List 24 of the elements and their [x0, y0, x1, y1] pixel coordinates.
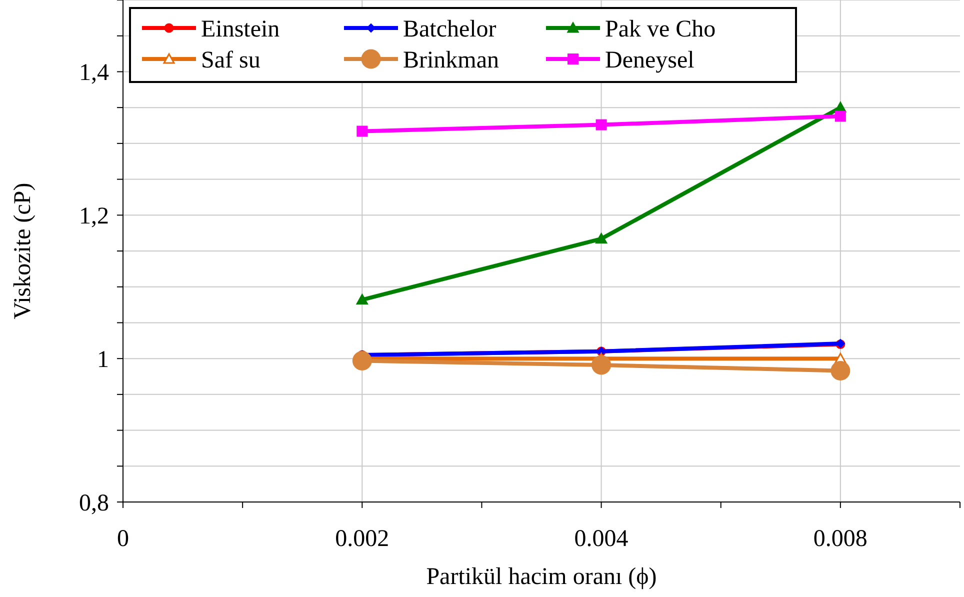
point	[352, 350, 372, 370]
point	[834, 110, 846, 122]
y-tick-label: 1,2	[79, 204, 109, 230]
point	[592, 355, 612, 375]
legend-label: Deneysel	[605, 47, 695, 74]
legend-label: Saf su	[201, 47, 260, 74]
point	[356, 294, 368, 305]
x-axis-title: Partikül hacim oranı (ϕ)	[426, 564, 657, 590]
point	[830, 361, 850, 381]
x-tick-label: 0.008	[813, 526, 868, 552]
x-tick-label: 0.004	[574, 526, 628, 552]
legend-label: Pak ve Cho	[605, 16, 716, 42]
legend-label: Einstein	[201, 16, 280, 42]
x-tick-label: 0.002	[335, 526, 390, 552]
y-axis-title: Viskozite (cP)	[10, 182, 36, 320]
x-tick-label: 0	[117, 526, 129, 552]
y-tick-label: 0,8	[79, 490, 109, 516]
y-tick-label: 1	[97, 346, 109, 373]
point	[596, 119, 607, 130]
legend-label: Brinkman	[403, 47, 499, 74]
point	[596, 233, 608, 244]
legend-label: Batchelor	[403, 16, 496, 42]
y-tick-label: 1,4	[79, 60, 109, 86]
point	[356, 126, 368, 137]
